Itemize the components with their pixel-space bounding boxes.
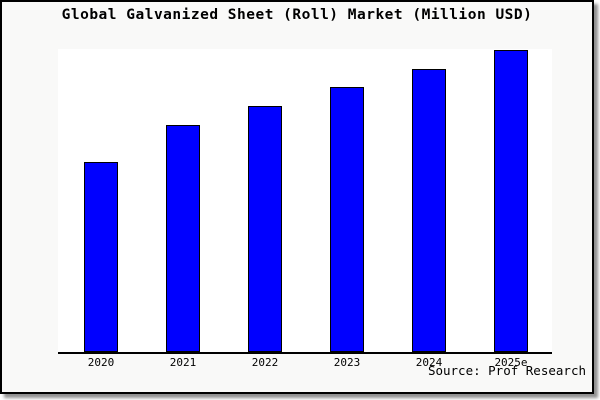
- bar-slot: [306, 49, 388, 352]
- bar-2020: [84, 162, 118, 352]
- x-axis-labels: 2020 2021 2022 2023 2024 2025e: [60, 354, 552, 369]
- bar-slot: [60, 49, 142, 352]
- chart-frame: Global Galvanized Sheet (Roll) Market (M…: [0, 0, 594, 394]
- chart-title: Global Galvanized Sheet (Roll) Market (M…: [61, 7, 533, 23]
- x-tick-label-2020: 2020: [87, 356, 115, 369]
- bar-2025e: [494, 50, 528, 352]
- bars-container: [60, 49, 552, 352]
- plot-area: [58, 49, 552, 354]
- source-text: Source: Prof Research: [427, 363, 586, 378]
- bar-slot: [142, 49, 224, 352]
- bar-2022: [248, 106, 282, 352]
- bar-slot: [388, 49, 470, 352]
- bar-2023: [330, 87, 364, 352]
- x-tick-label-2024: 2024: [415, 356, 443, 369]
- x-tick-label-2022: 2022: [251, 356, 279, 369]
- x-tick-label-2021: 2021: [169, 356, 197, 369]
- x-tick-label-2025e: 2025e: [494, 356, 528, 369]
- bar-2021: [166, 125, 200, 352]
- x-tick-label-2023: 2023: [333, 356, 361, 369]
- bar-slot: [224, 49, 306, 352]
- bar-slot: [470, 49, 552, 352]
- bar-2024: [412, 69, 446, 352]
